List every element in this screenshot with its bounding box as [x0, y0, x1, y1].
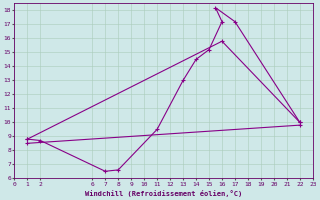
X-axis label: Windchill (Refroidissement éolien,°C): Windchill (Refroidissement éolien,°C): [85, 190, 242, 197]
